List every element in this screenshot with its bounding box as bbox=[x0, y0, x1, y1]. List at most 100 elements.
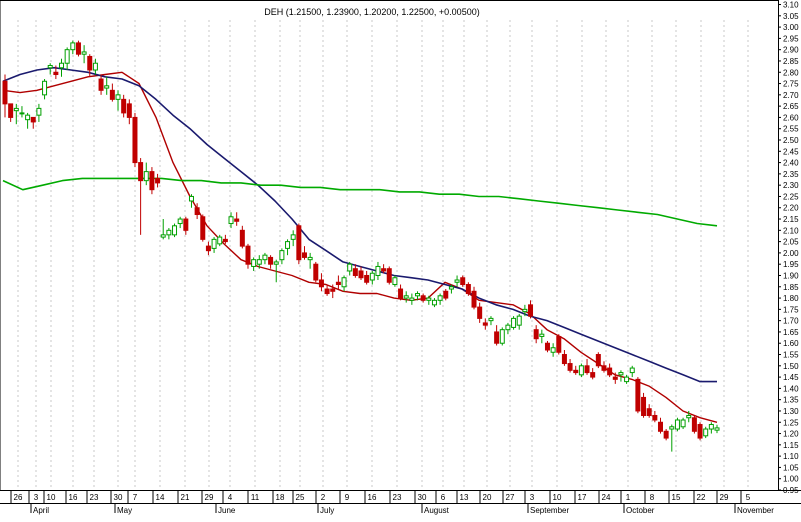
candle-body bbox=[403, 295, 409, 299]
x-day-label: 16 bbox=[368, 493, 377, 502]
candle-body bbox=[511, 317, 517, 328]
candle-body bbox=[25, 114, 31, 121]
candle-body bbox=[160, 234, 166, 238]
candle-body bbox=[172, 225, 178, 236]
candle-body bbox=[194, 207, 200, 216]
x-day-label: 13 bbox=[460, 493, 469, 502]
candle-body bbox=[228, 216, 234, 225]
y-tick-label: 1.75 bbox=[783, 305, 799, 314]
x-day-label: 2 bbox=[321, 493, 326, 502]
candle-body bbox=[239, 229, 245, 247]
y-tick-label: 3.00 bbox=[783, 23, 799, 32]
candle-body bbox=[358, 270, 364, 279]
candle-body bbox=[285, 241, 291, 249]
candle-body bbox=[494, 331, 500, 344]
candle-body bbox=[398, 288, 404, 299]
y-tick-label: 1.40 bbox=[783, 384, 799, 393]
y-tick-label: 1.90 bbox=[783, 271, 799, 280]
candle-body bbox=[409, 297, 415, 301]
candle-body bbox=[53, 71, 59, 76]
candle-body bbox=[8, 103, 14, 118]
candle-body bbox=[256, 259, 262, 265]
candle-body bbox=[75, 42, 81, 55]
y-tick-label: 2.80 bbox=[783, 68, 799, 77]
x-day-label: 7 bbox=[133, 493, 138, 502]
y-tick-label: 1.30 bbox=[783, 407, 799, 416]
y-tick-label: 1.35 bbox=[783, 396, 799, 405]
x-day-label: 14 bbox=[156, 493, 165, 502]
candle-body bbox=[601, 365, 607, 371]
y-tick-label: 2.55 bbox=[783, 125, 799, 134]
x-day-label: 29 bbox=[205, 493, 214, 502]
x-day-label: 30 bbox=[114, 493, 123, 502]
candle-body bbox=[177, 218, 183, 225]
x-day-label: 22 bbox=[697, 493, 706, 502]
candle-body bbox=[335, 281, 341, 286]
y-tick-label: 2.15 bbox=[783, 215, 799, 224]
candle-body bbox=[47, 64, 53, 69]
x-day-label: 17 bbox=[578, 493, 587, 502]
candle-body bbox=[714, 427, 720, 431]
candle-body bbox=[431, 299, 437, 306]
candle-body bbox=[663, 430, 669, 439]
y-tick-label: 1.95 bbox=[783, 260, 799, 269]
candle-body bbox=[81, 51, 87, 55]
y-tick-label: 2.35 bbox=[783, 170, 799, 179]
candle-body bbox=[30, 116, 36, 123]
candle-body bbox=[341, 277, 347, 288]
x-day-label: 3 bbox=[34, 493, 39, 502]
candle-body bbox=[567, 363, 573, 371]
candle-body bbox=[166, 229, 172, 236]
x-day-label: 21 bbox=[181, 493, 190, 502]
ma-line-ma_mid bbox=[2, 66, 717, 383]
x-day-label: 30 bbox=[418, 493, 427, 502]
candle-body bbox=[313, 263, 319, 281]
y-tick-label: 1.10 bbox=[783, 452, 799, 461]
candle-body bbox=[635, 378, 641, 412]
candle-body bbox=[138, 162, 144, 182]
y-tick-label: 1.85 bbox=[783, 283, 799, 292]
y-tick-label: 2.30 bbox=[783, 181, 799, 190]
candle-body bbox=[217, 236, 223, 245]
candle-body bbox=[618, 372, 624, 376]
y-tick-label: 1.00 bbox=[783, 475, 799, 484]
candle-body bbox=[2, 80, 8, 105]
y-tick-label: 2.45 bbox=[783, 147, 799, 156]
candle-body bbox=[471, 290, 477, 308]
candle-body bbox=[629, 367, 635, 374]
candle-body bbox=[290, 234, 296, 240]
candle-body bbox=[437, 295, 443, 301]
candle-body bbox=[420, 295, 426, 301]
candle-body bbox=[126, 103, 132, 118]
x-day-label: 6 bbox=[441, 493, 446, 502]
y-tick-label: 1.25 bbox=[783, 418, 799, 427]
candle-body bbox=[155, 177, 161, 184]
x-day-label: 26 bbox=[14, 493, 23, 502]
y-tick-label: 1.60 bbox=[783, 339, 799, 348]
candle-body bbox=[680, 419, 686, 428]
candle-body bbox=[273, 261, 279, 265]
candle-body bbox=[454, 279, 460, 283]
candle-body bbox=[612, 376, 618, 380]
y-tick-label: 2.75 bbox=[783, 80, 799, 89]
candle-body bbox=[624, 376, 630, 383]
candle-body bbox=[59, 62, 65, 69]
candle-body bbox=[477, 306, 483, 319]
candle-body bbox=[465, 284, 471, 295]
candle-body bbox=[533, 329, 539, 340]
x-day-label: 25 bbox=[296, 493, 305, 502]
candle-body bbox=[488, 317, 494, 322]
candle-body bbox=[703, 428, 709, 437]
candle-body bbox=[301, 252, 307, 258]
x-day-label: 18 bbox=[276, 493, 285, 502]
candle-body bbox=[13, 107, 19, 112]
x-month-label: July bbox=[320, 506, 334, 515]
x-day-label: 27 bbox=[506, 493, 515, 502]
candle-body bbox=[268, 256, 274, 265]
candle-body bbox=[364, 274, 370, 283]
y-tick-label: 1.80 bbox=[783, 294, 799, 303]
candle-body bbox=[652, 414, 658, 421]
candle-body bbox=[556, 335, 562, 353]
